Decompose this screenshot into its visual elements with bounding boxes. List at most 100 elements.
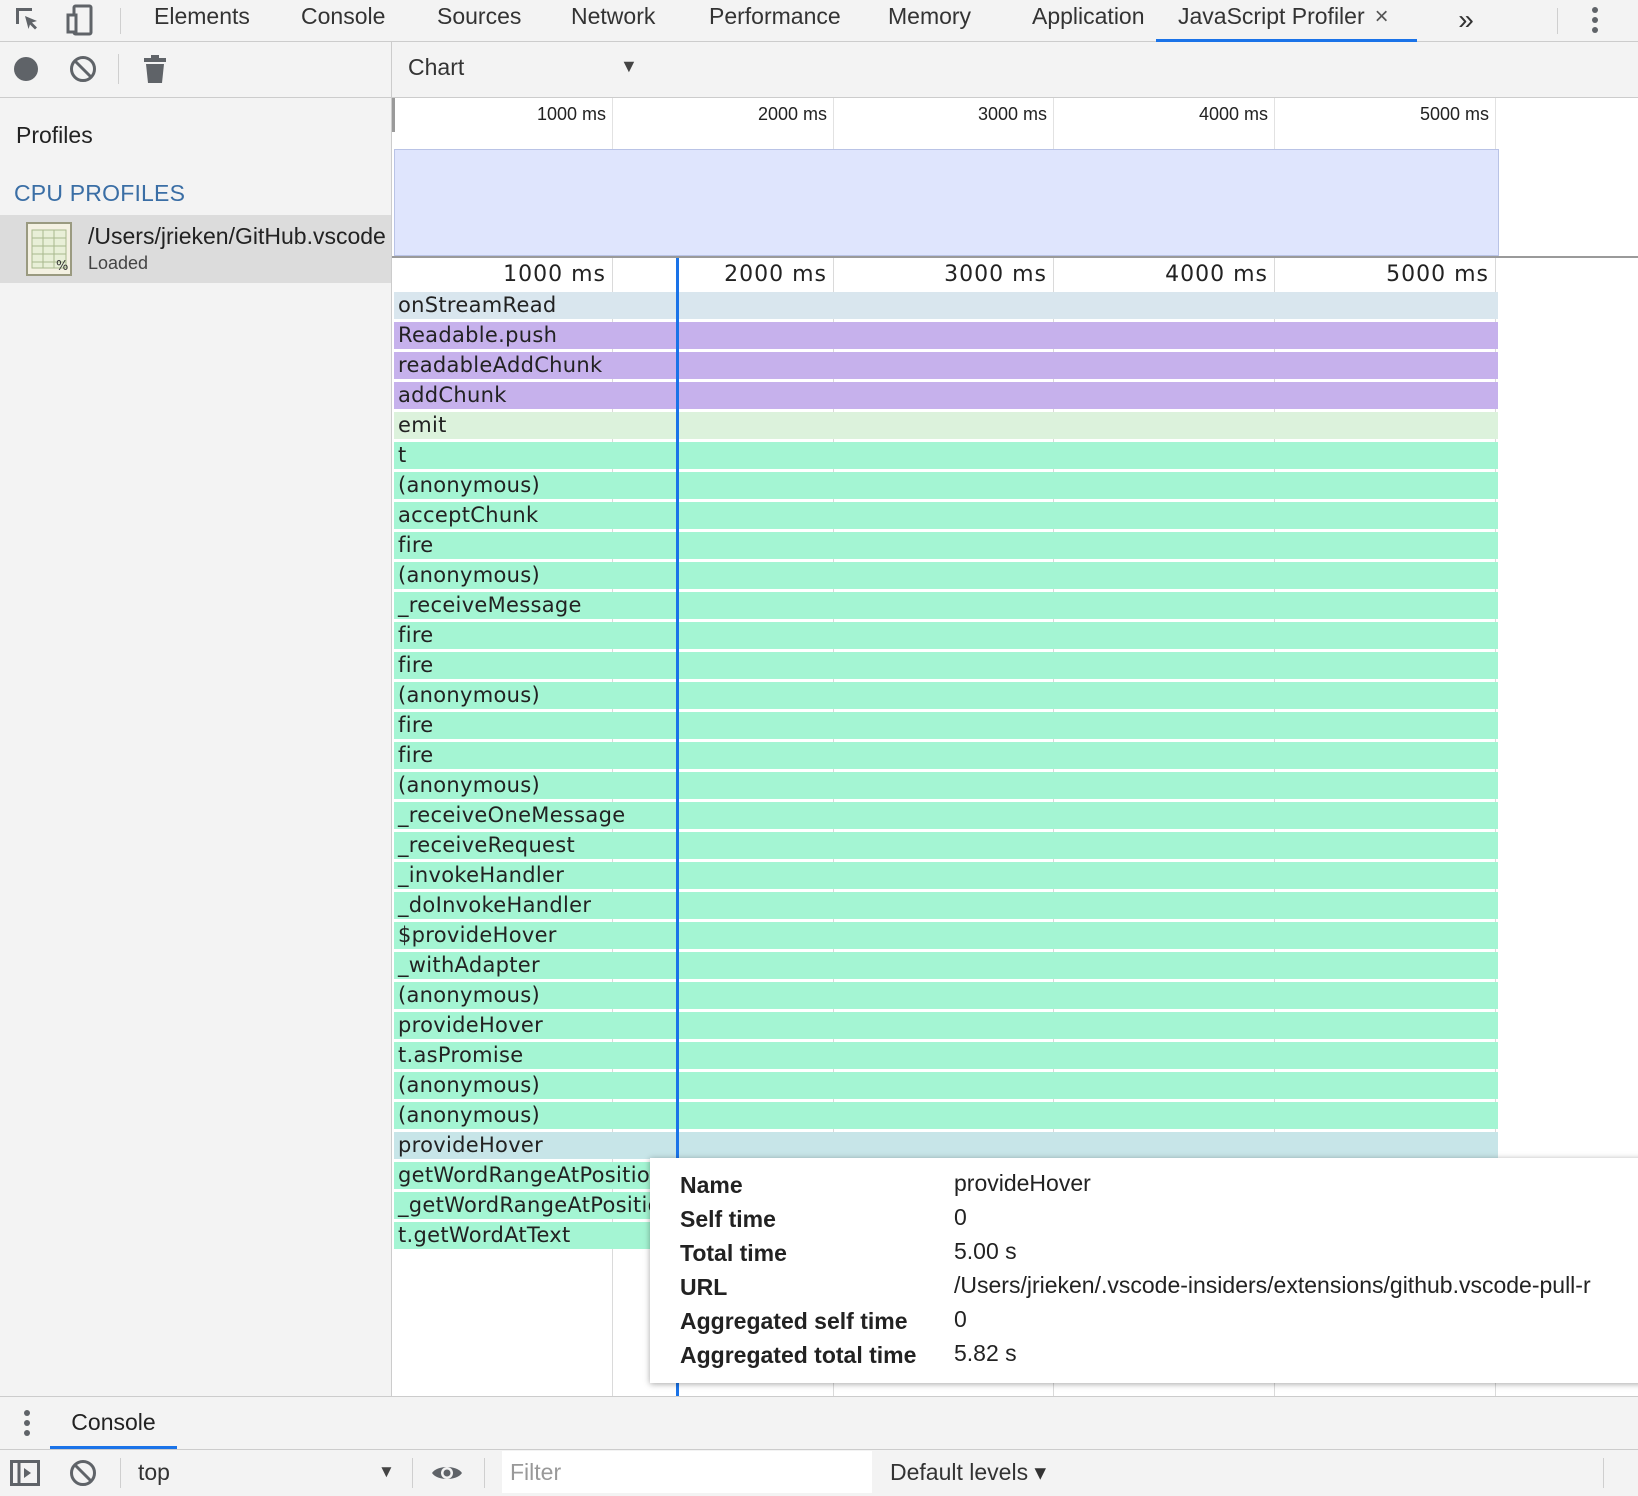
tooltip-label: Aggregated total time (680, 1342, 917, 1368)
flame-frame[interactable]: (anonymous) (394, 472, 1498, 499)
tab-javascript-profiler[interactable]: JavaScript Profiler × (1156, 0, 1417, 42)
profiler-toolbar (0, 42, 391, 98)
tooltip-value: 5.82 s (954, 1340, 1017, 1366)
divider (120, 8, 121, 34)
tab-sources[interactable]: Sources (437, 0, 521, 41)
clear-icon[interactable] (66, 52, 100, 86)
tooltip-value: 0 (954, 1306, 967, 1332)
tab-label: Network (571, 3, 656, 29)
record-icon[interactable] (9, 52, 43, 86)
overview-tick-label: 1000 ms (536, 104, 606, 124)
flame-frame[interactable]: addChunk (394, 382, 1498, 409)
tooltip-value: 5.00 s (954, 1238, 1017, 1264)
context-select[interactable]: top (138, 1459, 170, 1485)
flame-frame[interactable]: (anonymous) (394, 772, 1498, 799)
flame-frame[interactable]: Readable.push (394, 322, 1498, 349)
tooltip-label: URL (680, 1274, 728, 1300)
tooltip-value: 0 (954, 1204, 967, 1230)
flame-frame[interactable]: acceptChunk (394, 502, 1498, 529)
customize-menu-icon[interactable] (1578, 2, 1612, 38)
flame-tick-label: 4000 ms (1165, 262, 1268, 287)
flame-frame[interactable]: fire (394, 652, 1498, 679)
timeline-overview[interactable]: 1000 ms 2000 ms 3000 ms 4000 ms 5000 ms (392, 98, 1638, 258)
flame-frame[interactable]: (anonymous) (394, 682, 1498, 709)
drawer-menu-icon[interactable] (10, 1406, 44, 1440)
flame-frame[interactable]: t (394, 442, 1498, 469)
overview-tick-label: 3000 ms (977, 104, 1047, 124)
flame-frame[interactable]: emit (394, 412, 1498, 439)
tab-memory[interactable]: Memory (888, 0, 971, 41)
overview-window-handle[interactable] (392, 98, 395, 132)
clear-console-icon[interactable] (66, 1456, 100, 1490)
flame-frame[interactable]: (anonymous) (394, 982, 1498, 1009)
flame-frame[interactable]: _getWordRangeAtPosition (394, 1192, 664, 1219)
close-icon[interactable]: × (1374, 3, 1389, 30)
flame-frame[interactable]: readableAddChunk (394, 352, 1498, 379)
flame-tick-label: 5000 ms (1386, 262, 1489, 287)
flame-frame[interactable]: _invokeHandler (394, 862, 1498, 889)
divider (1603, 1458, 1604, 1488)
tooltip-value: /Users/jrieken/.vscode-insiders/extensio… (954, 1272, 1591, 1298)
tab-label: Performance (709, 3, 841, 29)
cursor-line (676, 258, 679, 1396)
dropdown-arrow-icon[interactable]: ▼ (620, 56, 638, 76)
more-tabs-chevron-icon[interactable]: » (1458, 4, 1474, 35)
divider (118, 54, 119, 84)
drawer-tab-bar: Console (0, 1396, 1638, 1450)
overview-divider (392, 256, 1638, 258)
tooltip-label: Self time (680, 1206, 776, 1232)
tooltip-label: Total time (680, 1240, 787, 1266)
profile-status: Loaded (88, 253, 149, 273)
flame-frame[interactable]: _doInvokeHandler (394, 892, 1498, 919)
tab-application[interactable]: Application (1032, 0, 1145, 41)
view-mode-select[interactable]: Chart (408, 54, 465, 80)
flame-frame[interactable]: _receiveOneMessage (394, 802, 1498, 829)
profiles-sidebar: Profiles CPU PROFILES % /Users/jrieken/G… (0, 42, 392, 1396)
profile-name: /Users/jrieken/GitHub.vscode (88, 223, 386, 249)
overview-selection[interactable] (394, 149, 1499, 256)
flame-frame[interactable]: fire (394, 622, 1498, 649)
trash-icon[interactable] (138, 52, 172, 86)
flame-frame[interactable]: (anonymous) (394, 1072, 1498, 1099)
tab-performance[interactable]: Performance (709, 0, 841, 41)
flame-frame[interactable]: fire (394, 712, 1498, 739)
flame-frame[interactable]: (anonymous) (394, 1102, 1498, 1129)
eye-icon[interactable] (430, 1456, 464, 1490)
context-dropdown-arrow-icon[interactable]: ▼ (378, 1462, 395, 1481)
flame-frame[interactable]: t.getWordAtText (394, 1222, 664, 1249)
filter-input[interactable] (502, 1451, 872, 1493)
drawer-tab-console[interactable]: Console (50, 1397, 177, 1449)
log-levels-select[interactable]: Default levels ▾ (890, 1459, 1047, 1485)
inspect-element-icon[interactable] (8, 2, 48, 38)
flame-frame[interactable]: _receiveRequest (394, 832, 1498, 859)
flame-frame[interactable]: getWordRangeAtPosition (394, 1162, 664, 1189)
view-toolbar: Chart ▼ (392, 42, 1638, 98)
flame-frame[interactable]: (anonymous) (394, 562, 1498, 589)
tab-elements[interactable]: Elements (154, 0, 250, 41)
overview-tick-label: 2000 ms (757, 104, 827, 124)
flame-frame[interactable]: provideHover (394, 1132, 1498, 1159)
device-toolbar-icon[interactable] (60, 2, 100, 38)
tab-label: Sources (437, 3, 522, 29)
sidebar-toggle-icon[interactable] (8, 1456, 42, 1490)
flame-frame[interactable]: provideHover (394, 1012, 1498, 1039)
flame-tick-label: 3000 ms (944, 262, 1047, 287)
divider (120, 1458, 121, 1488)
flame-frame[interactable]: t.asPromise (394, 1042, 1498, 1069)
profile-file-icon: % (26, 222, 72, 276)
flame-frame[interactable]: _receiveMessage (394, 592, 1498, 619)
profile-item[interactable]: % /Users/jrieken/GitHub.vscode Loaded (0, 215, 391, 283)
flame-frame[interactable]: $provideHover (394, 922, 1498, 949)
tab-label: Memory (888, 3, 972, 29)
flame-frame[interactable]: fire (394, 742, 1498, 769)
flame-frame[interactable]: fire (394, 532, 1498, 559)
profiles-title: Profiles (16, 122, 93, 148)
flame-frame[interactable]: onStreamRead (394, 292, 1498, 319)
tab-label: Console (301, 3, 386, 29)
tab-label: Application (1032, 3, 1145, 29)
flame-frame[interactable]: _withAdapter (394, 952, 1498, 979)
divider (484, 1458, 485, 1488)
tab-console[interactable]: Console (301, 0, 385, 41)
flame-tick-label: 60 (1610, 262, 1638, 287)
tab-network[interactable]: Network (571, 0, 655, 41)
